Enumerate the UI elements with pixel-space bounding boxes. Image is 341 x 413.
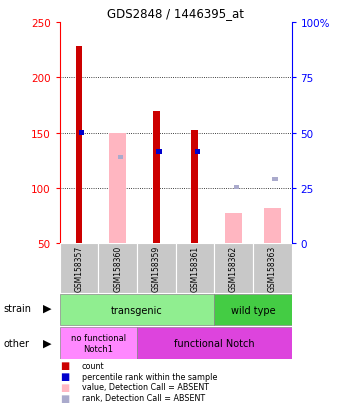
Bar [225, 214, 242, 244]
Text: ■: ■ [60, 371, 69, 381]
Text: other: other [3, 338, 29, 348]
Text: wild type: wild type [231, 305, 275, 315]
Bar [214, 23, 253, 244]
Text: GSM158361: GSM158361 [190, 245, 199, 292]
Bar [191, 131, 198, 244]
Bar [264, 208, 281, 244]
Bar [156, 150, 162, 154]
Bar [79, 131, 85, 135]
Bar [60, 244, 98, 293]
Text: ▶: ▶ [43, 338, 51, 348]
Text: ■: ■ [60, 361, 69, 370]
Text: transgenic: transgenic [111, 305, 163, 315]
Bar [137, 244, 176, 293]
Bar [60, 327, 137, 358]
Text: GSM158359: GSM158359 [152, 245, 161, 292]
Title: GDS2848 / 1446395_at: GDS2848 / 1446395_at [107, 7, 244, 20]
Text: value, Detection Call = ABSENT: value, Detection Call = ABSENT [82, 382, 209, 392]
Bar [176, 23, 214, 244]
Bar [60, 294, 214, 325]
Bar [118, 155, 123, 160]
Bar [272, 178, 278, 182]
Bar [214, 294, 292, 325]
Bar [176, 244, 214, 293]
Text: GSM158362: GSM158362 [229, 245, 238, 292]
Bar [137, 327, 292, 358]
Bar [253, 244, 292, 293]
Text: GSM158363: GSM158363 [268, 245, 277, 292]
Bar [253, 23, 292, 244]
Text: GSM158357: GSM158357 [74, 245, 84, 292]
Bar [109, 133, 126, 244]
Text: strain: strain [3, 303, 31, 313]
Bar [234, 185, 239, 190]
Bar [98, 23, 137, 244]
Text: functional Notch: functional Notch [174, 338, 255, 348]
Text: GSM158360: GSM158360 [113, 245, 122, 292]
Text: count: count [82, 361, 104, 370]
Text: ■: ■ [60, 382, 69, 392]
Text: rank, Detection Call = ABSENT: rank, Detection Call = ABSENT [82, 393, 205, 402]
Bar [195, 150, 201, 154]
Bar [214, 244, 253, 293]
Bar [60, 23, 98, 244]
Text: ■: ■ [60, 393, 69, 403]
Text: percentile rank within the sample: percentile rank within the sample [82, 372, 217, 381]
Bar [75, 47, 83, 244]
Bar [98, 244, 137, 293]
Bar [153, 112, 160, 244]
Bar [137, 23, 176, 244]
Text: no functional
Notch1: no functional Notch1 [71, 333, 126, 353]
Text: ▶: ▶ [43, 303, 51, 313]
